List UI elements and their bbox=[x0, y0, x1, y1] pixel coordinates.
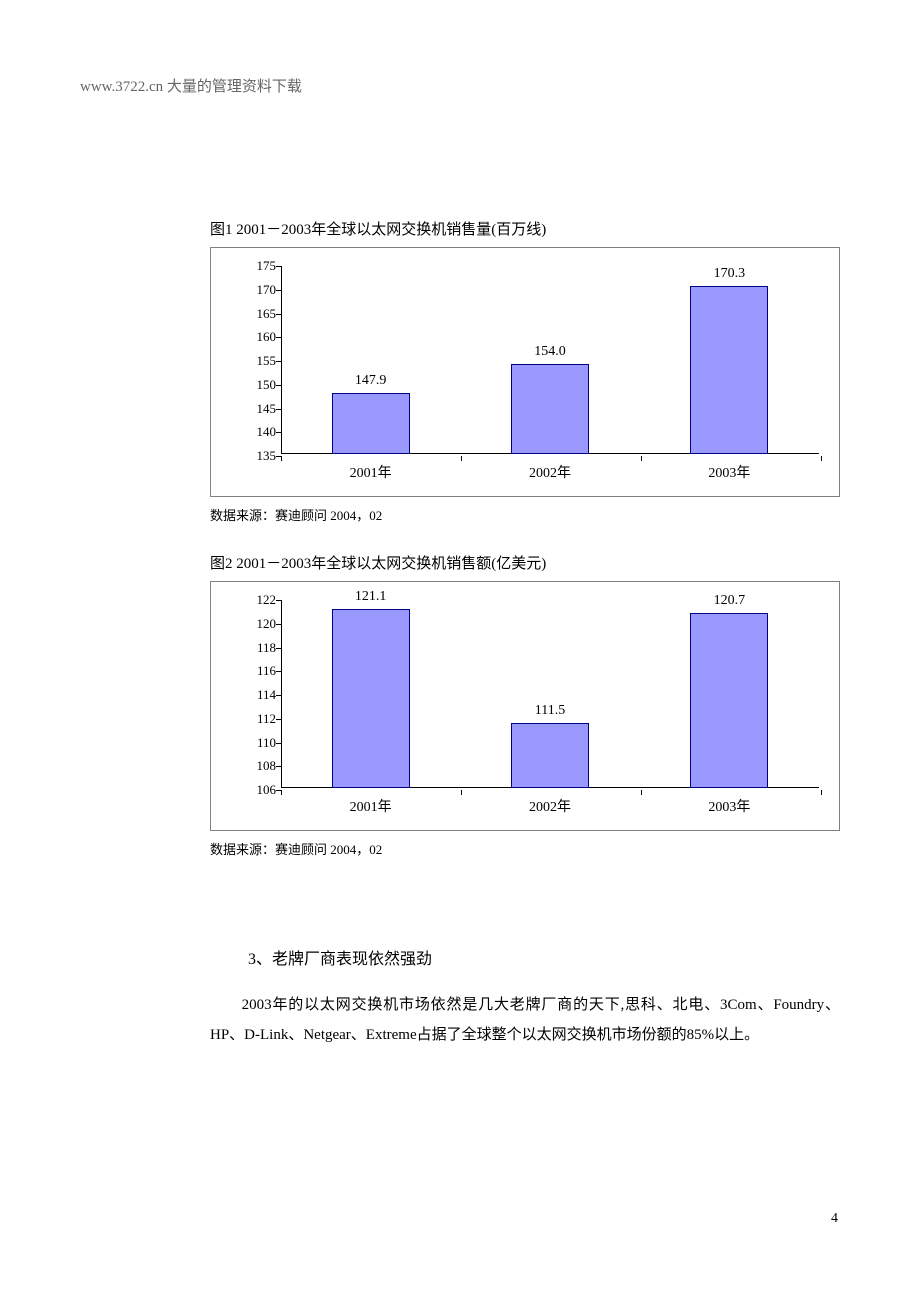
bar-value-label: 120.7 bbox=[640, 593, 819, 609]
y-tick-label: 122 bbox=[241, 592, 276, 608]
y-tick-label: 106 bbox=[241, 782, 276, 798]
chart1-title: 图1 2001－2003年全球以太网交换机销售量(百万线) bbox=[210, 218, 840, 239]
bar-value-label: 147.9 bbox=[281, 373, 460, 389]
y-tick-label: 112 bbox=[241, 711, 276, 727]
y-tick-label: 145 bbox=[241, 401, 276, 417]
page-header: www.3722.cn 大量的管理资料下载 bbox=[80, 75, 302, 96]
y-tick-label: 170 bbox=[241, 282, 276, 298]
chart1-box: 135 140 145 150 155 160 165 170 175 147.9154.0 170… bbox=[210, 247, 840, 497]
x-tick-label: 2002年 bbox=[460, 462, 639, 482]
x-tick-label: 2003年 bbox=[640, 796, 819, 816]
y-tick-label: 135 bbox=[241, 448, 276, 464]
y-tick-label: 120 bbox=[241, 616, 276, 632]
x-tick-label: 2001年 bbox=[281, 462, 460, 482]
chart2-box: 106 108 110 112 114 116 118 120 122 121.1 111.5 120… bbox=[210, 581, 840, 831]
chart-bar bbox=[332, 393, 410, 454]
body-paragraph: 2003年的以太网交换机市场依然是几大老牌厂商的天下,思科、北电、3Com、Fo… bbox=[210, 990, 840, 1050]
y-tick-label: 114 bbox=[241, 687, 276, 703]
x-tick-label: 2001年 bbox=[281, 796, 460, 816]
chart-bar bbox=[332, 609, 410, 788]
y-tick-label: 150 bbox=[241, 377, 276, 393]
bar-value-label: 121.1 bbox=[281, 589, 460, 605]
chart-bar bbox=[511, 364, 589, 454]
chart2-source: 数据来源：赛迪顾问 2004，02 bbox=[210, 839, 840, 858]
y-tick-label: 165 bbox=[241, 306, 276, 322]
x-tick-label: 2003年 bbox=[640, 462, 819, 482]
chart1-source: 数据来源：赛迪顾问 2004，02 bbox=[210, 505, 840, 524]
y-tick-label: 140 bbox=[241, 424, 276, 440]
y-tick-label: 160 bbox=[241, 329, 276, 345]
chart-bar bbox=[690, 286, 768, 454]
chart-bar bbox=[690, 613, 768, 788]
y-tick-label: 116 bbox=[241, 663, 276, 679]
y-tick-label: 108 bbox=[241, 758, 276, 774]
bar-value-label: 111.5 bbox=[460, 703, 639, 719]
bar-value-label: 154.0 bbox=[460, 344, 639, 360]
chart2-section: 图2 2001－2003年全球以太网交换机销售额(亿美元) 1061081101… bbox=[210, 552, 840, 858]
y-tick-label: 175 bbox=[241, 258, 276, 274]
chart2-title: 图2 2001－2003年全球以太网交换机销售额(亿美元) bbox=[210, 552, 840, 573]
bar-value-label: 170.3 bbox=[640, 266, 819, 282]
page-number: 4 bbox=[831, 1211, 838, 1227]
chart-bar bbox=[511, 723, 589, 788]
y-tick-label: 118 bbox=[241, 640, 276, 656]
chart1-section: 图1 2001－2003年全球以太网交换机销售量(百万线) 1351401451… bbox=[210, 218, 840, 524]
y-tick-label: 110 bbox=[241, 735, 276, 751]
y-tick-label: 155 bbox=[241, 353, 276, 369]
section-heading: 3、老牌厂商表现依然强劲 bbox=[248, 945, 432, 969]
x-tick-label: 2002年 bbox=[460, 796, 639, 816]
